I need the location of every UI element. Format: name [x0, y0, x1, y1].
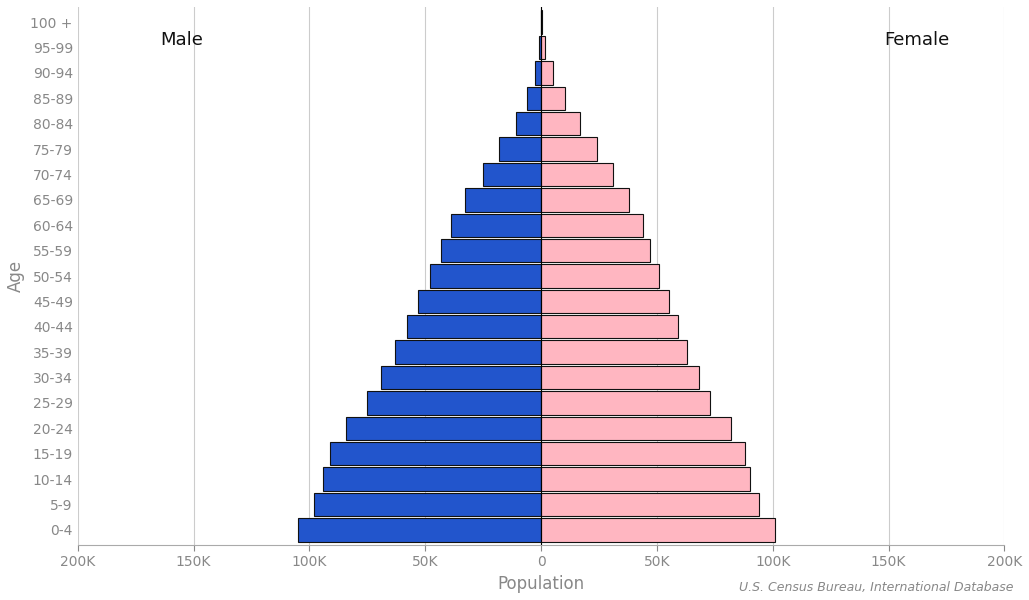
Bar: [541, 416, 731, 440]
Bar: [541, 61, 553, 85]
Bar: [541, 265, 660, 287]
Bar: [395, 340, 541, 364]
Bar: [541, 442, 745, 466]
Bar: [406, 315, 541, 338]
Bar: [484, 163, 541, 186]
Bar: [541, 391, 710, 415]
Bar: [541, 467, 749, 491]
Text: Female: Female: [884, 31, 949, 49]
Text: Male: Male: [161, 31, 204, 49]
Bar: [297, 518, 541, 542]
Bar: [541, 239, 650, 262]
Bar: [527, 86, 541, 110]
Bar: [541, 10, 542, 34]
Bar: [541, 315, 678, 338]
Bar: [323, 467, 541, 491]
Bar: [541, 86, 565, 110]
Bar: [541, 366, 699, 389]
Text: U.S. Census Bureau, International Database: U.S. Census Bureau, International Databa…: [739, 581, 1014, 594]
Bar: [541, 290, 669, 313]
Bar: [441, 239, 541, 262]
Bar: [541, 493, 758, 516]
Bar: [499, 137, 541, 161]
X-axis label: Population: Population: [497, 575, 584, 593]
Bar: [541, 112, 580, 136]
Bar: [367, 391, 541, 415]
Bar: [430, 265, 541, 287]
Bar: [535, 61, 541, 85]
Bar: [381, 366, 541, 389]
Bar: [541, 137, 597, 161]
Bar: [541, 163, 613, 186]
Bar: [314, 493, 541, 516]
Bar: [330, 442, 541, 466]
Bar: [465, 188, 541, 212]
Y-axis label: Age: Age: [7, 260, 25, 292]
Bar: [541, 518, 775, 542]
Bar: [419, 290, 541, 313]
Bar: [539, 36, 541, 59]
Bar: [347, 416, 541, 440]
Bar: [541, 36, 545, 59]
Bar: [516, 112, 541, 136]
Bar: [541, 340, 687, 364]
Bar: [451, 214, 541, 237]
Bar: [541, 214, 643, 237]
Bar: [541, 188, 629, 212]
